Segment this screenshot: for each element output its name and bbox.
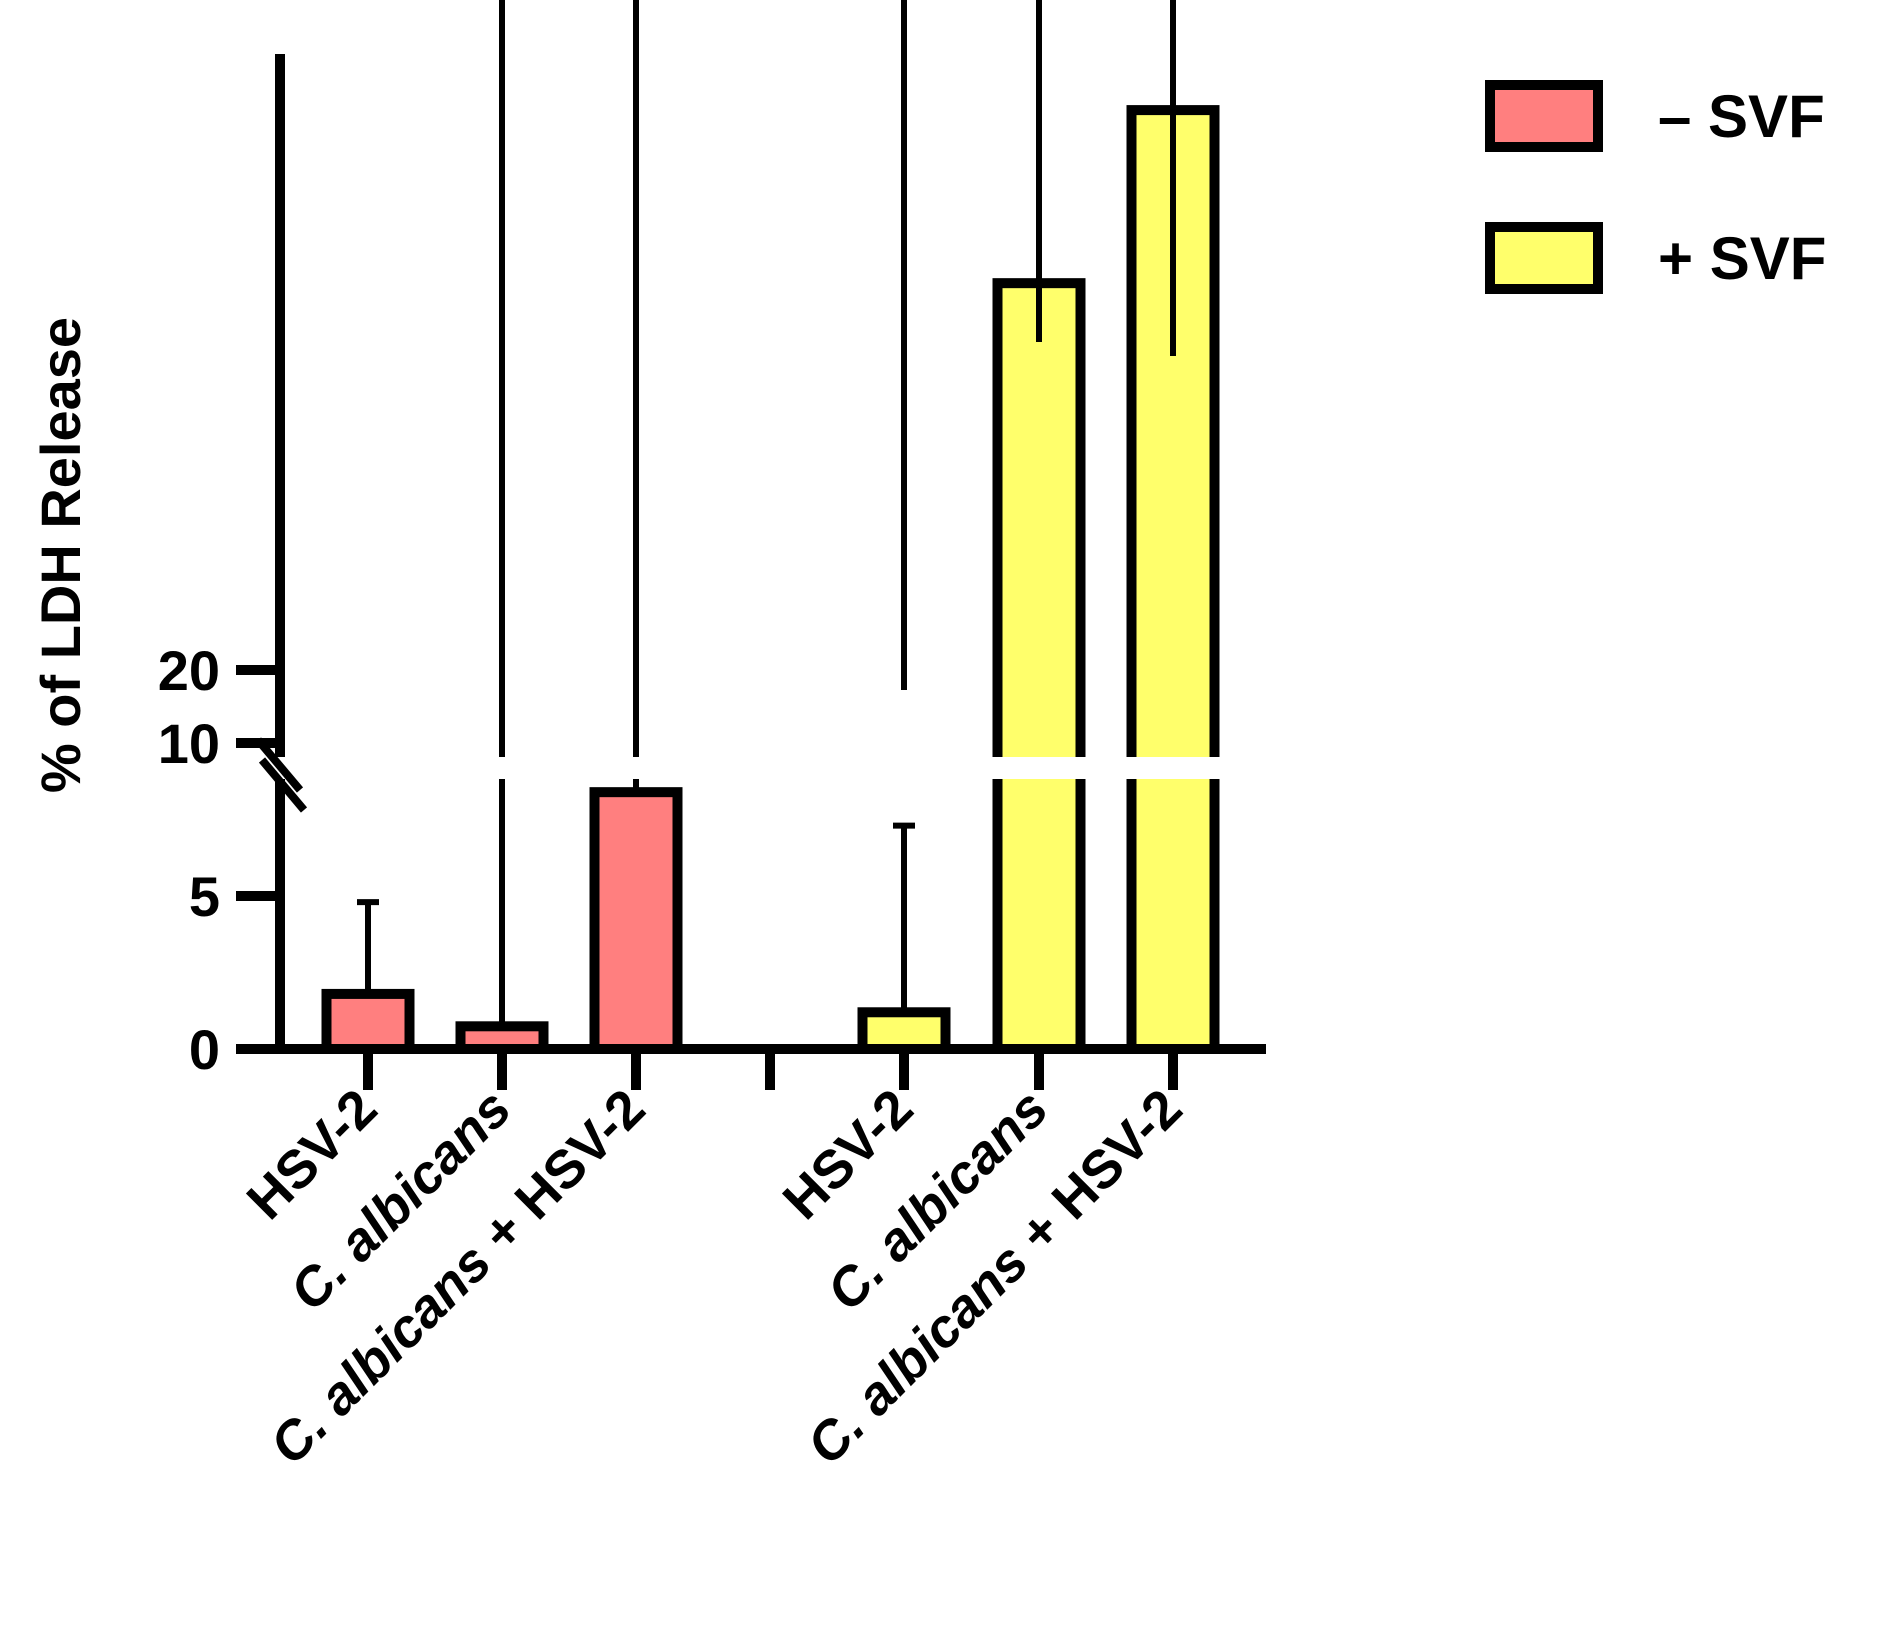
bar — [321, 988, 415, 1054]
legend: – SVF + SVF — [1485, 80, 1826, 294]
y-tick-label: 0 — [189, 1018, 220, 1081]
legend-label: – SVF — [1658, 83, 1825, 150]
bars-layer — [321, 0, 1220, 1055]
bar — [857, 1007, 951, 1055]
y-axis-label: % of LDH Release — [29, 317, 92, 793]
bar — [589, 787, 683, 1054]
axis-break-gap — [0, 757, 1884, 779]
axis-break-mark — [254, 737, 304, 793]
legend-swatch — [1485, 80, 1603, 152]
legend-label: + SVF — [1658, 225, 1826, 292]
axis-break-mark — [258, 757, 308, 813]
axis-break-gap-layer — [0, 757, 1884, 779]
y-tick-label: 20 — [158, 639, 220, 702]
y-tick-label: 10 — [158, 712, 220, 775]
legend-swatch — [1485, 222, 1603, 294]
bar — [992, 278, 1086, 1055]
y-tick-label: 5 — [189, 865, 220, 928]
axes-layer — [236, 54, 1266, 1090]
